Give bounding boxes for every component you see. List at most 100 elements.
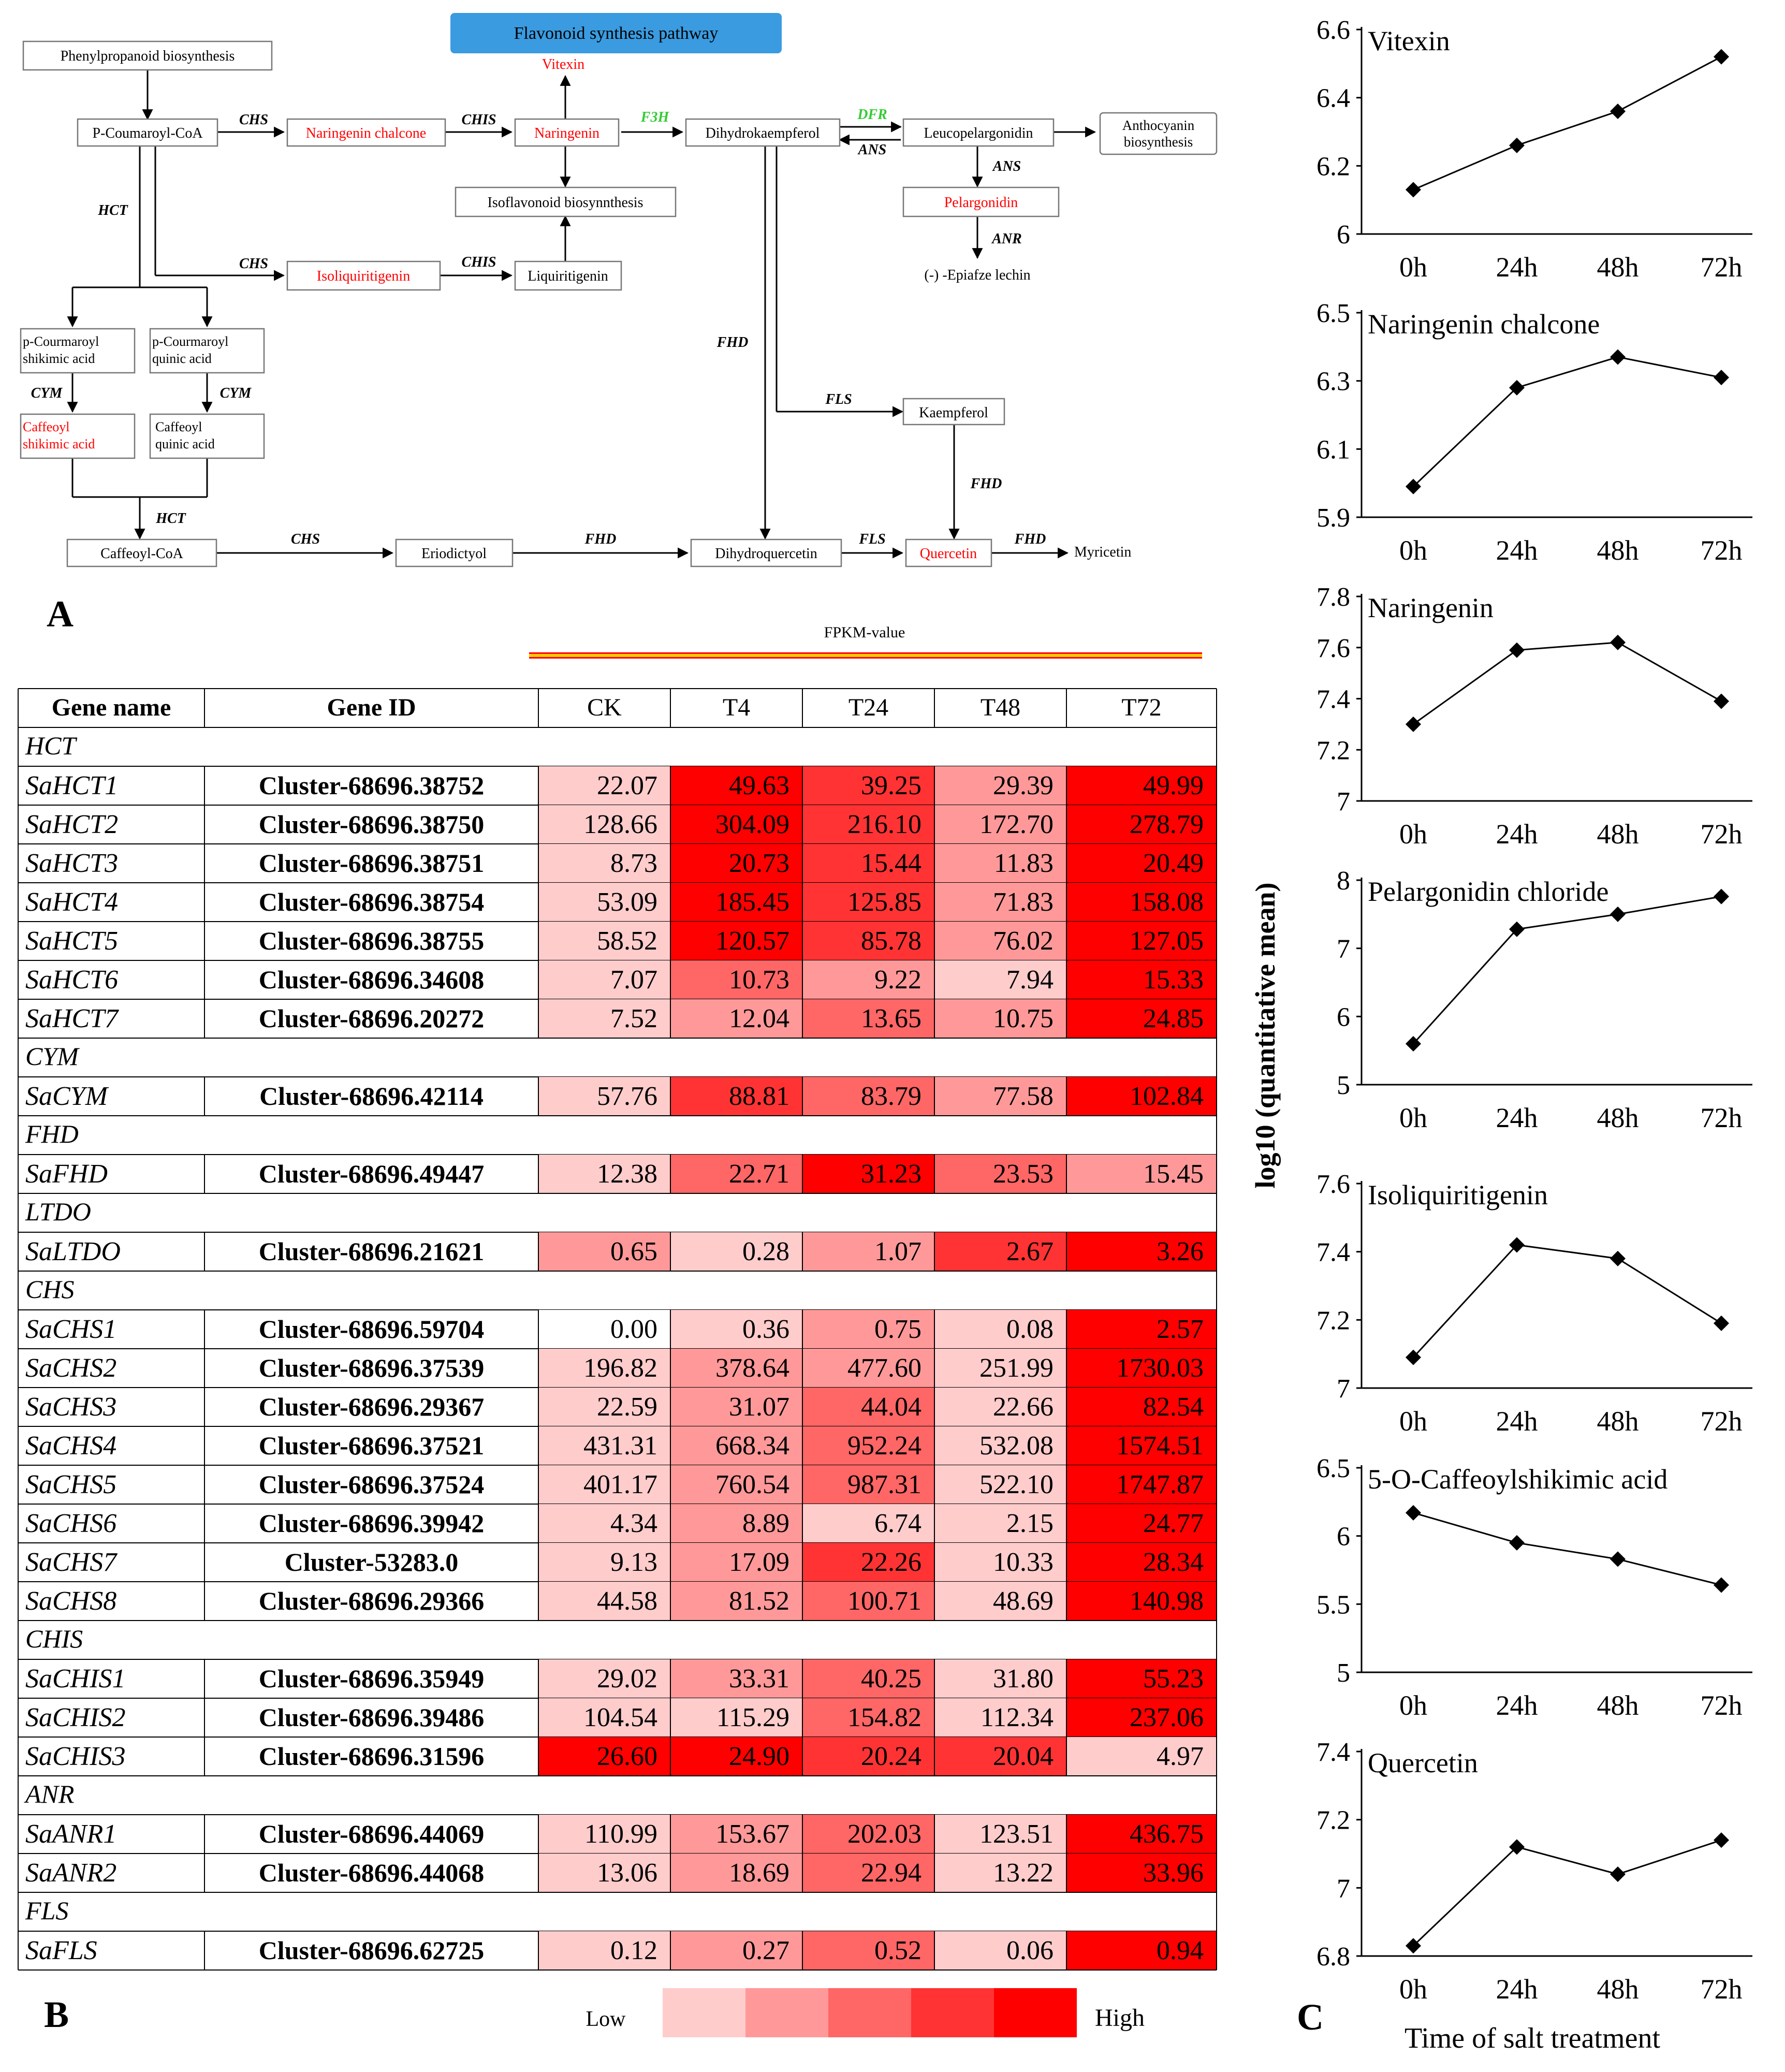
gene-name: SaHCT4 <box>25 887 118 917</box>
pathway-enzyme-labels: CHS CHIS F3H DFR ANS ANS ANR HCT CHS CHI… <box>31 107 1046 547</box>
gene-id: Cluster-68696.20272 <box>259 1004 485 1033</box>
fpkm-value: 0.06 <box>1006 1936 1054 1965</box>
enzyme-fhd-mid: FHD <box>716 334 749 351</box>
fpkm-value: 24.85 <box>1143 1004 1204 1033</box>
heat-cell <box>802 1077 934 1116</box>
gene-id: Cluster-68696.59704 <box>259 1315 485 1344</box>
group-label: FLS <box>25 1896 68 1925</box>
chart-title: Naringenin <box>1368 592 1494 623</box>
group-label: CHS <box>25 1275 74 1304</box>
gene-name: SaCYM <box>25 1082 109 1111</box>
y-tick-label: 6.4 <box>1316 84 1350 113</box>
fpkm-value: 123.51 <box>979 1819 1054 1849</box>
x-tick-label: 24h <box>1496 1102 1538 1133</box>
panel-label-a-text: A <box>47 593 74 635</box>
heat-cell <box>802 1854 934 1892</box>
fpkm-value: 10.33 <box>993 1548 1054 1577</box>
x-tick-label: 0h <box>1399 819 1427 850</box>
data-point <box>1714 693 1729 709</box>
gene-id: Cluster-53283.0 <box>285 1548 459 1577</box>
line-chart: 5.9 6.1 6.3 6.5 0h 24h 48h 72h Naringenin chalco… <box>1316 299 1752 566</box>
fpkm-value: 26.60 <box>597 1742 657 1771</box>
heat-cell <box>670 1465 802 1504</box>
fpkm-value: 0.00 <box>610 1315 657 1344</box>
node-naringenin-chalcone: Naringenin chalcone <box>306 125 426 141</box>
heat-cell <box>670 1815 802 1854</box>
fpkm-value: 102.84 <box>1130 1082 1204 1111</box>
fpkm-value: 13.22 <box>993 1858 1054 1888</box>
data-point <box>1509 137 1525 153</box>
fpkm-value: 22.59 <box>597 1392 657 1422</box>
heat-cell <box>538 1582 670 1621</box>
enzyme-fls-b: FLS <box>858 531 885 547</box>
heat-cell <box>670 1737 802 1776</box>
fpkm-value: 15.45 <box>1143 1159 1204 1189</box>
x-tick-label: 48h <box>1597 252 1639 283</box>
fpkm-value: 125.85 <box>847 887 921 917</box>
fpkm-value: 23.53 <box>993 1159 1054 1189</box>
data-point <box>1406 1938 1421 1954</box>
node-phenylpropanoid: Phenylpropanoid biosynthesis <box>61 48 235 64</box>
gene-id: Cluster-68696.37521 <box>259 1431 485 1460</box>
fpkm-value: 88.81 <box>729 1082 789 1111</box>
node-liquiritigenin: Liquiritigenin <box>528 268 608 284</box>
data-point <box>1714 1577 1729 1593</box>
node-caffeoyl-shikimic: Caffeoyl shikimic acid <box>23 419 95 451</box>
heat-cell <box>934 1349 1066 1388</box>
heat-cell <box>670 1310 802 1349</box>
fpkm-value: 20.73 <box>729 849 789 878</box>
fpkm-value: 104.54 <box>583 1703 657 1732</box>
fpkm-value: 40.25 <box>861 1664 921 1694</box>
x-tick-label: 72h <box>1701 1102 1743 1133</box>
gene-id: Cluster-68696.42114 <box>259 1082 484 1111</box>
node-coumaroyl: P-Coumaroyl-CoA <box>92 125 203 141</box>
y-tick-label: 7 <box>1337 935 1350 964</box>
y-tick-label: 7 <box>1337 787 1350 816</box>
gene-id: Cluster-68696.21621 <box>259 1237 485 1266</box>
y-tick-label: 6 <box>1337 1002 1350 1032</box>
fpkm-value: 57.76 <box>597 1082 657 1111</box>
data-point <box>1610 1866 1626 1882</box>
heat-cell <box>802 766 934 805</box>
data-point <box>1509 921 1525 937</box>
heat-cell <box>1066 1349 1217 1388</box>
heat-cell <box>802 1232 934 1271</box>
heat-cell <box>538 1854 670 1892</box>
heat-cell <box>934 1504 1066 1543</box>
gene-id: Cluster-68696.37524 <box>259 1470 485 1499</box>
data-point <box>1406 716 1421 732</box>
x-tick-label: 72h <box>1701 252 1743 283</box>
node-dihydroquercetin: Dihydroquercetin <box>715 546 817 562</box>
heat-cell <box>670 1698 802 1737</box>
heat-cell <box>1066 922 1217 960</box>
series-line <box>1412 1839 1722 1947</box>
x-tick-label: 24h <box>1496 1690 1538 1721</box>
heat-cell <box>670 1582 802 1621</box>
gene-id: Cluster-68696.29366 <box>259 1586 485 1615</box>
fpkm-value: 18.69 <box>729 1858 789 1888</box>
enzyme-chs-2: CHS <box>239 256 268 272</box>
group-label: CYM <box>25 1042 80 1071</box>
heat-cell <box>1066 1543 1217 1582</box>
x-tick-label: 24h <box>1496 1974 1538 2005</box>
heat-cell <box>538 1388 670 1426</box>
heat-cell <box>802 1388 934 1426</box>
heat-cell <box>802 1815 934 1854</box>
gene-id: Cluster-68696.31596 <box>259 1742 485 1771</box>
heat-cell <box>934 1854 1066 1892</box>
fpkm-value: 29.02 <box>597 1664 657 1694</box>
fpkm-value: 10.73 <box>729 965 789 995</box>
heat-cell <box>934 805 1066 844</box>
heat-cell <box>802 1504 934 1543</box>
shared-xlabel: Time of salt treatment <box>1404 2022 1661 2054</box>
fpkm-value: 2.67 <box>1006 1237 1054 1266</box>
heat-cell <box>802 999 934 1038</box>
fpkm-value: 31.23 <box>861 1159 921 1189</box>
enzyme-chis-1: CHIS <box>462 112 496 128</box>
gene-name: SaHCT7 <box>25 1004 119 1033</box>
fpkm-value: 82.54 <box>1143 1392 1204 1422</box>
x-tick-label: 72h <box>1701 819 1743 850</box>
heat-cell <box>934 1931 1066 1970</box>
fpkm-value: 55.23 <box>1143 1664 1204 1694</box>
node-myricetin: Myricetin <box>1074 544 1131 560</box>
